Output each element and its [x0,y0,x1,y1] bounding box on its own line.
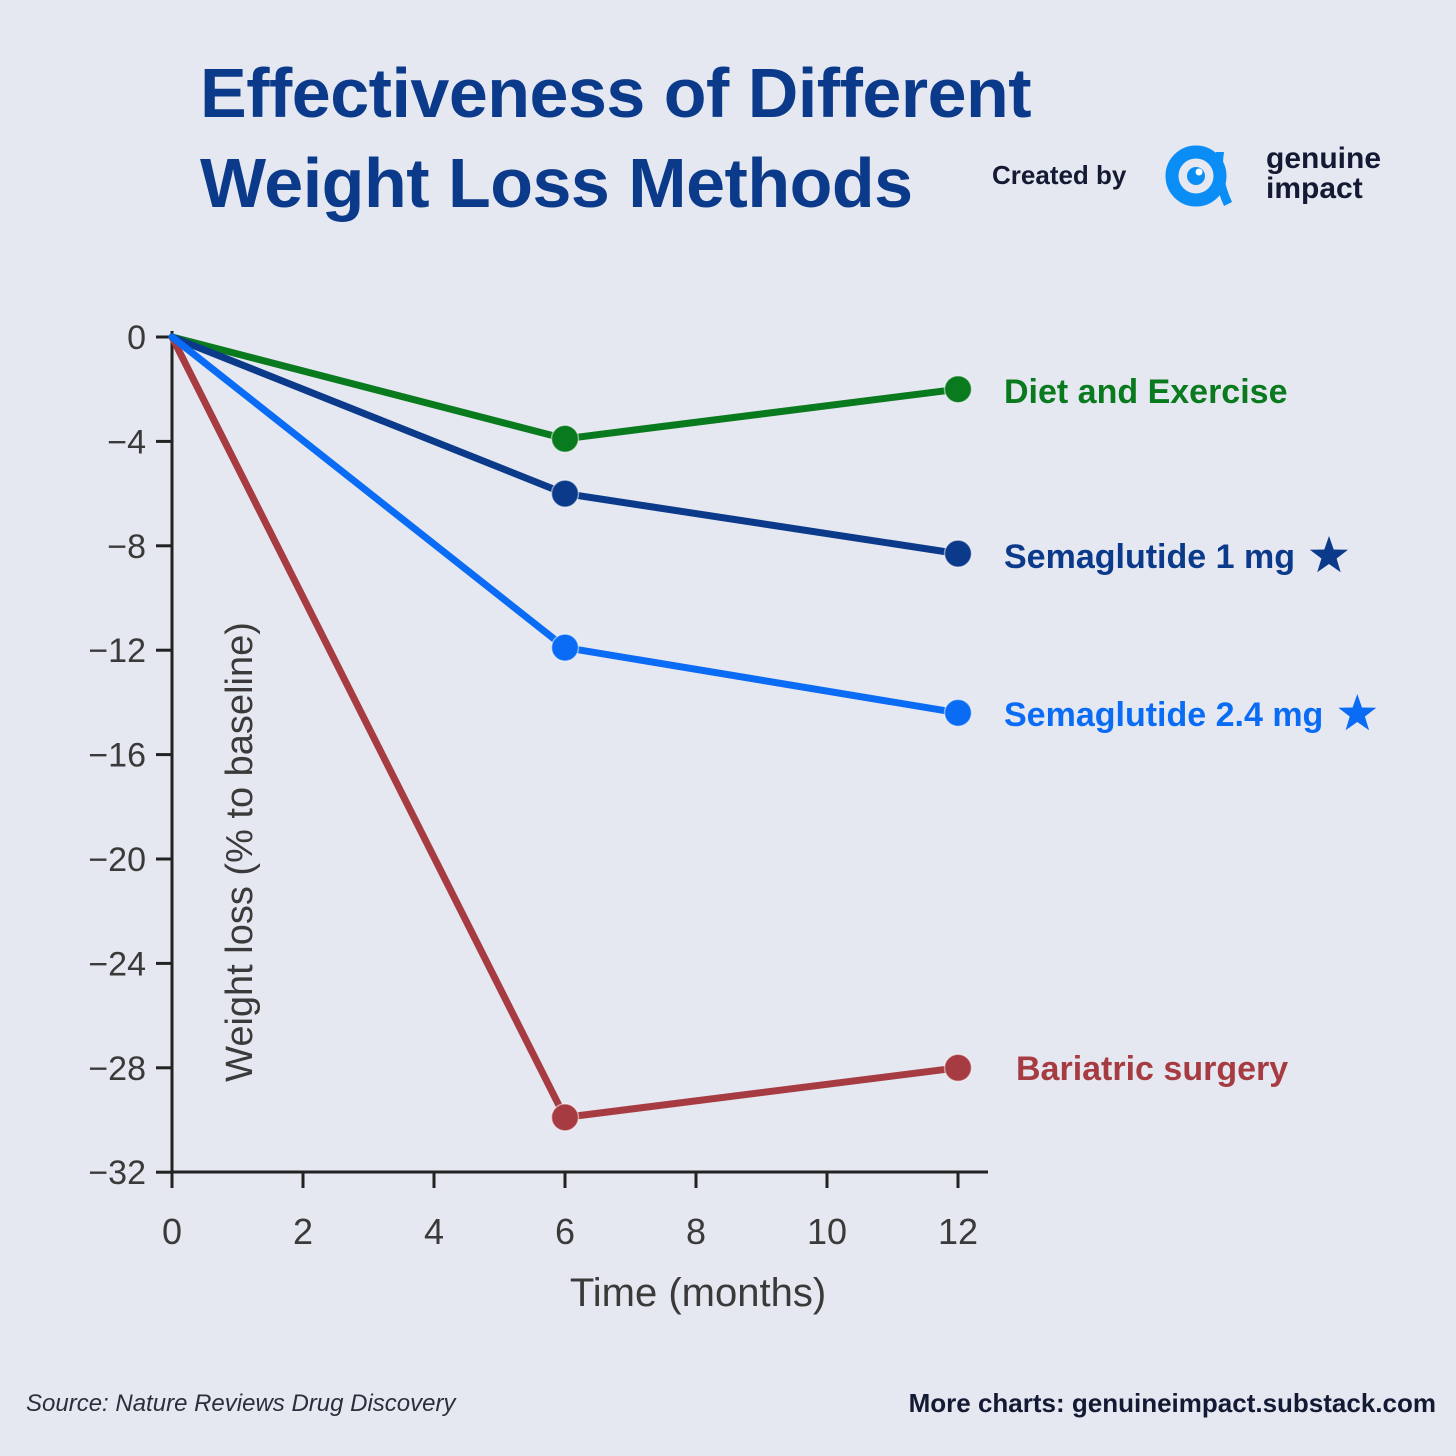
chart-title-line-2: Weight Loss Methods [200,144,913,222]
y-tick-label: −28 [88,1050,146,1088]
brand-name: genuine impact [1266,144,1381,204]
source-note: Source: Nature Reviews Drug Discovery [26,1390,456,1417]
created-by-label: Created by [992,160,1127,190]
y-tick-label: −4 [107,423,146,461]
data-point-semaglutide-2-4-mg [550,633,580,662]
series-line-diet-and-exercise [168,333,962,443]
x-tick-label: 10 [807,1211,847,1252]
star-icon [1338,694,1377,731]
x-tick-label: 0 [162,1211,182,1252]
y-tick-label: −8 [107,528,146,566]
more-charts-link[interactable]: More charts: genuineimpact.substack.com [908,1388,1436,1418]
x-tick-label: 2 [293,1211,313,1252]
y-tick-label: −24 [88,945,146,983]
x-tick-label: 8 [686,1211,706,1252]
brand-name-line-2: impact [1266,172,1363,205]
brand-credit: Created by genuine impact [992,140,1422,212]
y-tick-label: 0 [127,319,146,357]
genuine-impact-logo-icon [1165,145,1232,207]
y-tick-label: −32 [88,1154,146,1192]
y-axis-label: Weight loss (% to baseline) [219,622,261,1082]
series-label-semaglutide-2-4-mg: Semaglutide 2.4 mg [1004,696,1323,734]
star-icon [1309,536,1348,573]
series-label-semaglutide-1-mg: Semaglutide 1 mg [1004,538,1295,576]
x-tick-label: 4 [424,1211,444,1252]
chart-title: Effectiveness of Different Weight Loss M… [200,48,1032,228]
chart-title-line-1: Effectiveness of Different [200,54,1032,132]
y-tick-label: −16 [88,737,146,775]
data-point-bariatric-surgery [943,1053,973,1083]
y-tick-label: −20 [88,841,146,879]
x-axis-label: Time (months) [570,1271,826,1315]
series-line-bariatric-surgery [168,333,962,1121]
data-point-semaglutide-1-mg [550,479,580,508]
series-label-diet-and-exercise: Diet and Exercise [1004,373,1287,411]
x-tick-label: 12 [938,1211,978,1252]
data-point-semaglutide-1-mg [943,539,973,568]
y-tick-label: −12 [88,632,146,670]
data-point-semaglutide-2-4-mg [943,698,973,728]
data-point-diet-and-exercise [943,374,973,404]
series-label-bariatric-surgery: Bariatric surgery [1016,1050,1288,1088]
brand-name-line-1: genuine [1266,142,1382,175]
x-tick-label: 6 [555,1211,575,1252]
data-point-diet-and-exercise [550,424,580,454]
data-point-bariatric-surgery [550,1103,580,1132]
